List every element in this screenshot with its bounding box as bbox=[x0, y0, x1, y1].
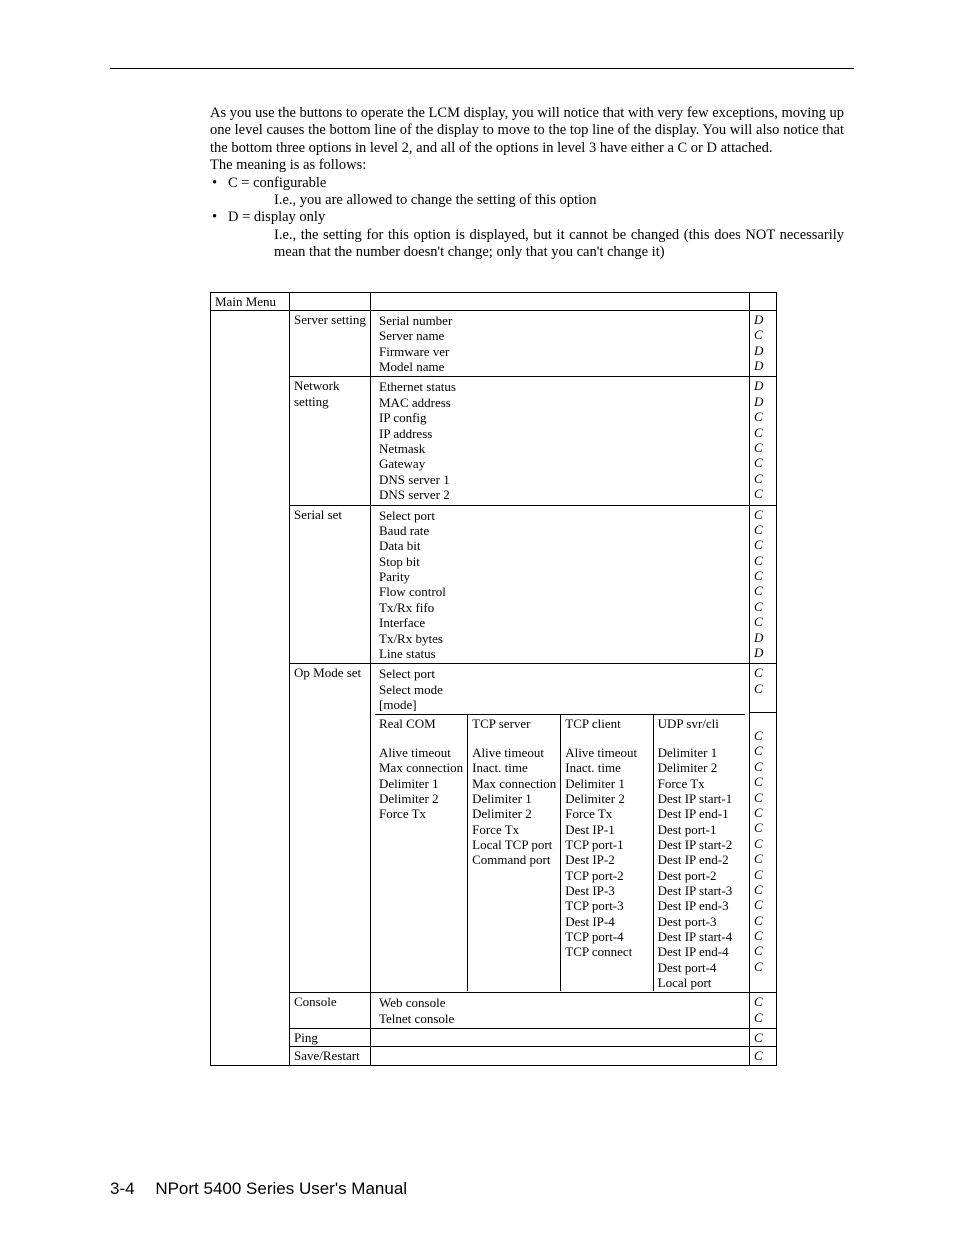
page-footer: 3-4 NPort 5400 Series User's Manual bbox=[110, 1179, 407, 1199]
ping-flag: C bbox=[750, 1028, 777, 1046]
legend-d-expl: I.e., the setting for this option is dis… bbox=[228, 227, 844, 262]
mode-realcom: Real COM Alive timeout Max connection De… bbox=[375, 715, 468, 992]
legend-c-label: C = configurable bbox=[228, 175, 326, 191]
opmode-flags: C C C C C C C C C C C C C C bbox=[750, 664, 777, 993]
legend-c-expl: I.e., you are allowed to change the sett… bbox=[228, 192, 844, 209]
cat-opmode: Op Mode set bbox=[290, 664, 371, 993]
cat-ping: Ping bbox=[290, 1028, 371, 1046]
page-number: 3-4 bbox=[110, 1179, 135, 1198]
network-items: Ethernet status MAC address IP config IP… bbox=[371, 377, 750, 505]
save-flag: C bbox=[750, 1047, 777, 1065]
empty bbox=[371, 292, 750, 310]
mode-udp: UDP svr/cli Delimiter 1 Delimiter 2 Forc… bbox=[654, 715, 745, 992]
menu-table: Main Menu Server setting Serial number S… bbox=[210, 292, 777, 1066]
menu-col-span bbox=[211, 310, 290, 1065]
cat-network: Network setting bbox=[290, 377, 371, 505]
console-items: Web console Telnet console bbox=[371, 993, 750, 1029]
main-menu-label: Main Menu bbox=[211, 292, 290, 310]
mode-tcpclient: TCP client Alive timeout Inact. time Del… bbox=[561, 715, 653, 992]
legend-d: D = display only I.e., the setting for t… bbox=[210, 209, 844, 261]
mode-grid: Real COM Alive timeout Max connection De… bbox=[375, 715, 745, 992]
mode-tcpserver: TCP server Alive timeout Inact. time Max… bbox=[468, 715, 561, 992]
server-items: Serial number Server name Firmware ver M… bbox=[371, 310, 750, 377]
cat-serial: Serial set bbox=[290, 505, 371, 664]
save-items bbox=[371, 1047, 750, 1065]
cat-server: Server setting bbox=[290, 310, 371, 377]
legend-list: C = configurable I.e., you are allowed t… bbox=[210, 175, 844, 262]
opmode-body: Select port Select mode [mode] Real COM … bbox=[371, 664, 750, 993]
console-flags: C C bbox=[750, 993, 777, 1029]
intro-paragraph: As you use the buttons to operate the LC… bbox=[210, 105, 844, 157]
manual-title: NPort 5400 Series User's Manual bbox=[155, 1179, 407, 1198]
page: As you use the buttons to operate the LC… bbox=[0, 0, 954, 1235]
serial-flags: C C C C C C C C D D bbox=[750, 505, 777, 664]
server-item-list: Serial number Server name Firmware ver M… bbox=[375, 312, 745, 376]
legend-c: C = configurable I.e., you are allowed t… bbox=[210, 175, 844, 210]
ping-items bbox=[371, 1028, 750, 1046]
serial-items: Select port Baud rate Data bit Stop bit … bbox=[371, 505, 750, 664]
server-flags: D C D D bbox=[750, 310, 777, 377]
legend-d-label: D = display only bbox=[228, 209, 325, 225]
empty bbox=[750, 292, 777, 310]
top-rule bbox=[110, 68, 854, 69]
meaning-lead: The meaning is as follows: bbox=[210, 157, 844, 174]
network-flags: D D C C C C C C bbox=[750, 377, 777, 505]
cat-save: Save/Restart bbox=[290, 1047, 371, 1065]
prose-block: As you use the buttons to operate the LC… bbox=[210, 105, 844, 262]
cat-console: Console bbox=[290, 993, 371, 1029]
empty bbox=[290, 292, 371, 310]
